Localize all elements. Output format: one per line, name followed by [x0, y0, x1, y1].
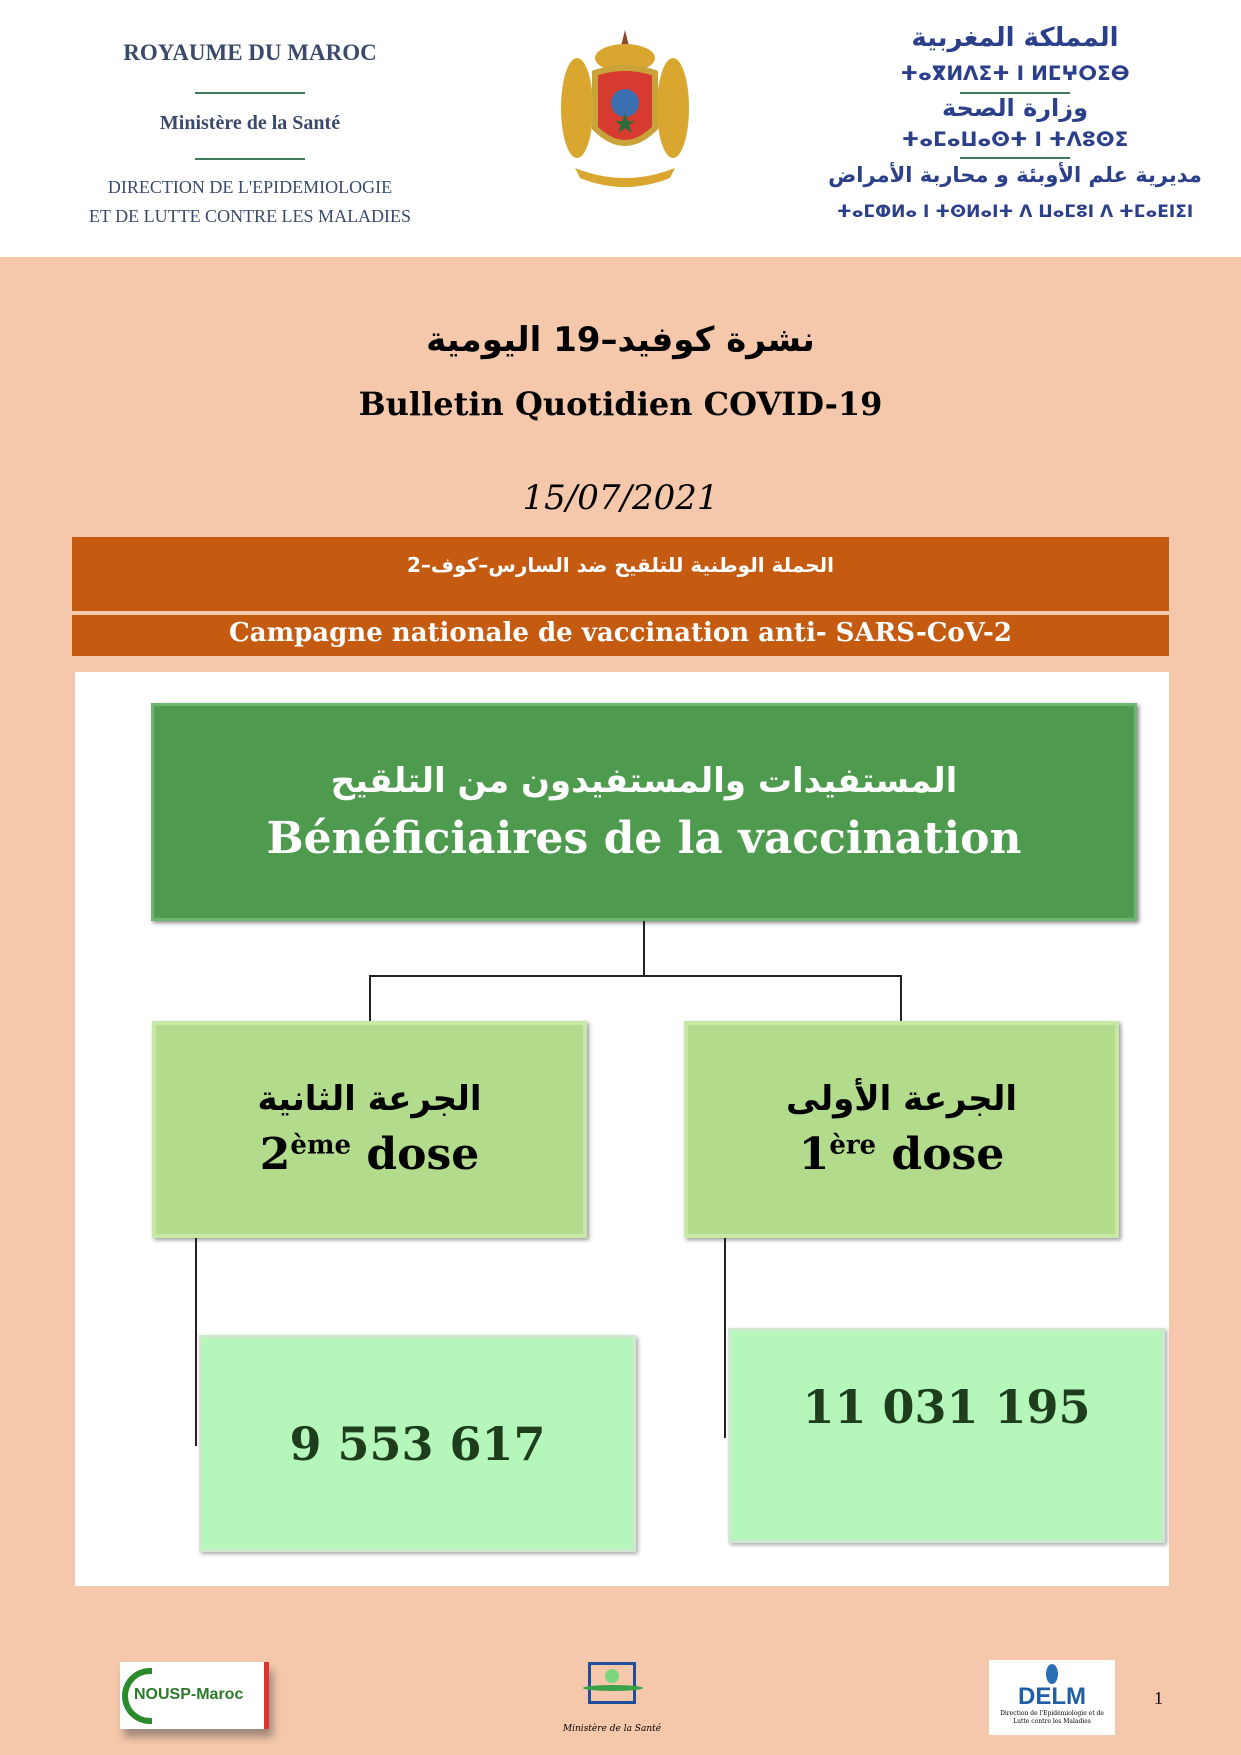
- ministry-ar: وزارة الصحة: [941, 94, 1089, 122]
- letterhead: ROYAUME DU MAROC Ministère de la Santé D…: [0, 0, 1241, 257]
- direction-ar: مديرية علم الأوبئة و محاربة الأمراض: [828, 163, 1202, 187]
- dose1-number: 1: [798, 1129, 830, 1180]
- direction-tz: ⵜⴰⵎⵀⵍⴰ ⵏ ⵜⵙⵍⴰⵏⵜ ⴷ ⵡⴰⵎⵓⵏ ⴷ ⵜⵎⴰⴹⵏⵉⵏ: [836, 202, 1194, 222]
- connector: [724, 1238, 726, 1438]
- campaign-banner-ar: الحملة الوطنية للتلقيح ضد السارس–كوف–2: [72, 537, 1169, 611]
- kingdom-tz: ⵜⴰⴳⵍⴷⵉⵜ ⵏ ⵍⵎⵖⵔⵉⴱ: [900, 61, 1130, 85]
- direction-fr-1: DIRECTION DE L'EPIDEMIOLOGIE: [107, 177, 393, 197]
- root-label-fr: Bénéficiaires de la vaccination: [266, 812, 1022, 864]
- dose2-suffix: ème: [290, 1130, 352, 1161]
- nousp-logo: NOUSP-Maroc: [120, 1662, 269, 1729]
- dose1-value-box: 11 031 195: [728, 1328, 1165, 1543]
- nousp-text: NOUSP-Maroc: [134, 1686, 244, 1703]
- kingdom-ar: المملكة المغربية: [911, 23, 1119, 53]
- campaign-banner-fr: Campagne nationale de vaccination anti- …: [72, 615, 1169, 656]
- ministry-tz: ⵜⴰⵎⴰⵡⴰⵙⵜ ⵏ ⵜⴷⵓⵙⵉ: [901, 127, 1129, 151]
- direction-fr-2: ET DE LUTTE CONTRE LES MALADIES: [88, 206, 412, 226]
- page-number: 1: [1154, 1688, 1163, 1708]
- divider: [195, 92, 305, 94]
- ministry-fr: Ministère de la Santé: [159, 112, 341, 134]
- dose1-value: 11 031 195: [802, 1380, 1091, 1434]
- connector: [900, 975, 902, 1021]
- coat-of-arms-icon: [561, 30, 689, 187]
- dose1-box: الجرعة الأولى 1ère dose: [684, 1021, 1119, 1238]
- dose2-label-ar: الجرعة الثانية: [257, 1079, 482, 1119]
- title-fr: Bulletin Quotidien COVID-19: [358, 385, 883, 423]
- title-ar: نشرة كوفيد–19 اليومية: [426, 320, 815, 360]
- delm-subtext: Direction de l'Epidémiologie et de Lutte…: [1000, 1710, 1104, 1725]
- root-box: المستفيدات والمستفيدون من التلقيح Bénéfi…: [151, 703, 1137, 921]
- ministry-logo: Ministère de la Santé: [556, 1662, 668, 1742]
- connector: [369, 975, 902, 977]
- root-label-ar: المستفيدات والمستفيدون من التلقيح: [330, 760, 958, 801]
- divider: [195, 158, 305, 160]
- connector: [195, 1238, 197, 1446]
- connector: [643, 921, 645, 976]
- dose1-suffix: ère: [829, 1130, 877, 1161]
- delm-logo: DELM Direction de l'Epidémiologie et de …: [989, 1660, 1115, 1735]
- dose2-value: 9 553 617: [289, 1416, 546, 1471]
- kingdom-fr: ROYAUME DU MAROC: [123, 40, 377, 65]
- divider: [960, 92, 1070, 94]
- delm-text: DELM: [1018, 1683, 1086, 1710]
- bulletin-date: 15/07/2021: [522, 478, 719, 518]
- dose1-label-ar: الجرعة الأولى: [785, 1079, 1018, 1119]
- dose2-box: الجرعة الثانية 2ème dose: [152, 1021, 587, 1238]
- dose2-number: 2: [259, 1129, 291, 1180]
- ministry-logo-text: Ministère de la Santé: [562, 1724, 662, 1734]
- divider: [960, 157, 1070, 159]
- dose2-value-box: 9 553 617: [199, 1335, 636, 1552]
- connector: [369, 975, 371, 1021]
- dose2-word: dose: [351, 1129, 480, 1180]
- dose1-word: dose: [876, 1129, 1005, 1180]
